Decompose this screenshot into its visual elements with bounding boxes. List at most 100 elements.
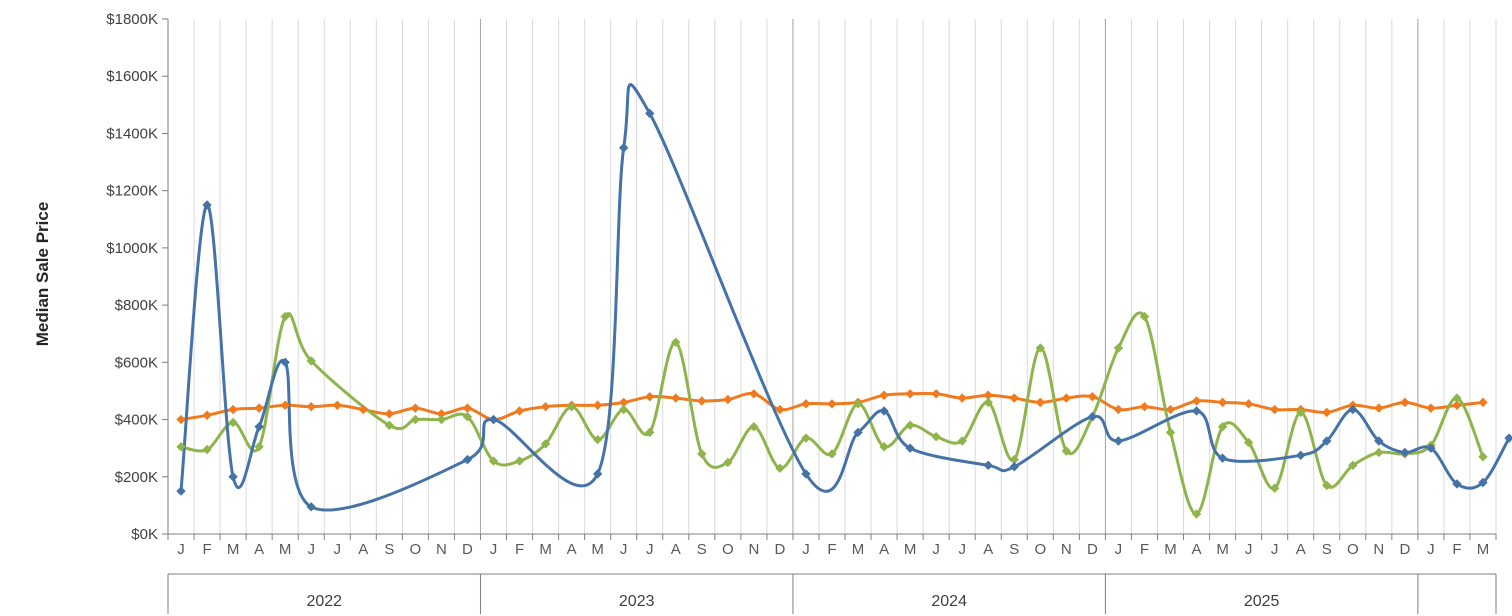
series-2-point [202, 444, 212, 455]
series-2-point [957, 436, 967, 446]
x-month-label: J [1115, 541, 1123, 558]
x-month-label: D [1087, 541, 1098, 558]
x-month-label: O [1034, 541, 1046, 558]
x-month-label: F [1452, 541, 1461, 558]
x-month-label: F [827, 541, 836, 558]
x-month-label: N [436, 541, 447, 558]
series-1-point [1165, 404, 1176, 415]
series-3-point [645, 108, 655, 119]
series-3-point [1348, 404, 1358, 415]
series-3-point [1452, 479, 1462, 489]
series-2-point [879, 442, 889, 452]
x-month-label: M [1216, 541, 1229, 558]
series-line-3 [179, 83, 1511, 512]
series-1-point [280, 400, 290, 410]
series-3-point [905, 443, 915, 453]
series-1-point [462, 403, 473, 413]
series-2-point [1374, 447, 1384, 458]
series-2-point [514, 456, 525, 466]
series-1-point [671, 393, 681, 403]
series-2-point [1061, 446, 1072, 456]
series-1-point [905, 389, 915, 399]
series-1-point [1061, 393, 1072, 403]
x-month-label: J [177, 541, 185, 558]
marker-layer [176, 108, 1512, 519]
series-2-point [1243, 437, 1254, 448]
axis-layer: $0K $200K $400K $600K $800K $1000K $1200K $1400… [106, 11, 1497, 614]
x-month-label: D [774, 541, 785, 558]
series-1-point [1009, 393, 1019, 403]
x-month-label: M [279, 541, 292, 558]
x-month-label: O [410, 541, 422, 558]
x-month-label: J [958, 541, 966, 558]
series-3-point [801, 469, 811, 479]
x-month-label: J [1427, 541, 1435, 558]
x-month-label: M [904, 541, 917, 558]
series-2-point [618, 404, 629, 415]
x-month-label: F [1140, 541, 1149, 558]
series-2-point [592, 434, 603, 445]
y-tick-label: $600K [115, 354, 158, 371]
series-1-point [332, 400, 342, 410]
series-3-point [592, 469, 603, 479]
series-3-point [1217, 453, 1228, 463]
series-1-point [358, 404, 369, 415]
series-3-point [1113, 436, 1124, 446]
x-month-label: N [1061, 541, 1072, 558]
series-3-point [1087, 411, 1098, 422]
series-2-point [827, 449, 837, 459]
series-2-point [1478, 452, 1488, 462]
series-2-point [1217, 422, 1228, 432]
x-month-label: J [490, 541, 498, 558]
series-3-point [462, 454, 473, 465]
series-2-point [1035, 343, 1046, 353]
series-2-point [384, 420, 395, 430]
series-2-point [540, 439, 551, 449]
series-3-point [306, 502, 316, 512]
series-1-point [176, 414, 186, 425]
y-tick-label: $1800K [106, 11, 158, 28]
series-1-point [410, 403, 421, 413]
series-3-point [202, 200, 212, 210]
series-1-point [1113, 404, 1124, 415]
y-tick-label: $400K [115, 412, 158, 429]
x-month-label: A [879, 541, 889, 558]
series-1-point [827, 399, 837, 409]
series-2-point [645, 427, 655, 438]
series-3-point [1426, 443, 1436, 453]
x-month-label: A [983, 541, 993, 558]
series-2-point [931, 432, 941, 442]
x-month-label: J [1245, 541, 1253, 558]
series-1-point [723, 394, 733, 405]
series-2-point [671, 337, 681, 348]
series-3-point [176, 486, 186, 496]
series-3-point [618, 143, 629, 153]
series-1-point [1139, 401, 1150, 412]
series-2-point [1348, 460, 1358, 471]
series-2-point [775, 463, 785, 473]
series-2-point [1452, 393, 1462, 403]
series-2-point [1296, 407, 1306, 418]
x-month-label: A [671, 541, 681, 558]
year-label: 2025 [1244, 593, 1280, 610]
x-month-label: J [1271, 541, 1279, 558]
series-3-point [254, 422, 264, 432]
series-2-point [306, 356, 316, 366]
series-3-point [1400, 447, 1410, 458]
series-1-point [1269, 404, 1280, 415]
x-month-label: M [539, 541, 552, 558]
series-1-point [775, 404, 785, 415]
series-1-point [1322, 407, 1332, 418]
x-month-label: A [567, 541, 577, 558]
x-month-label: F [515, 541, 524, 558]
series-2-point [749, 422, 759, 432]
x-month-label: S [1009, 541, 1019, 558]
x-month-label: A [254, 541, 264, 558]
series-3-point [1478, 477, 1488, 488]
series-2-point [1165, 427, 1176, 438]
series-3-point [1009, 462, 1019, 472]
x-month-label: M [1164, 541, 1177, 558]
series-1-point [801, 399, 811, 409]
series-3-point [488, 414, 499, 425]
